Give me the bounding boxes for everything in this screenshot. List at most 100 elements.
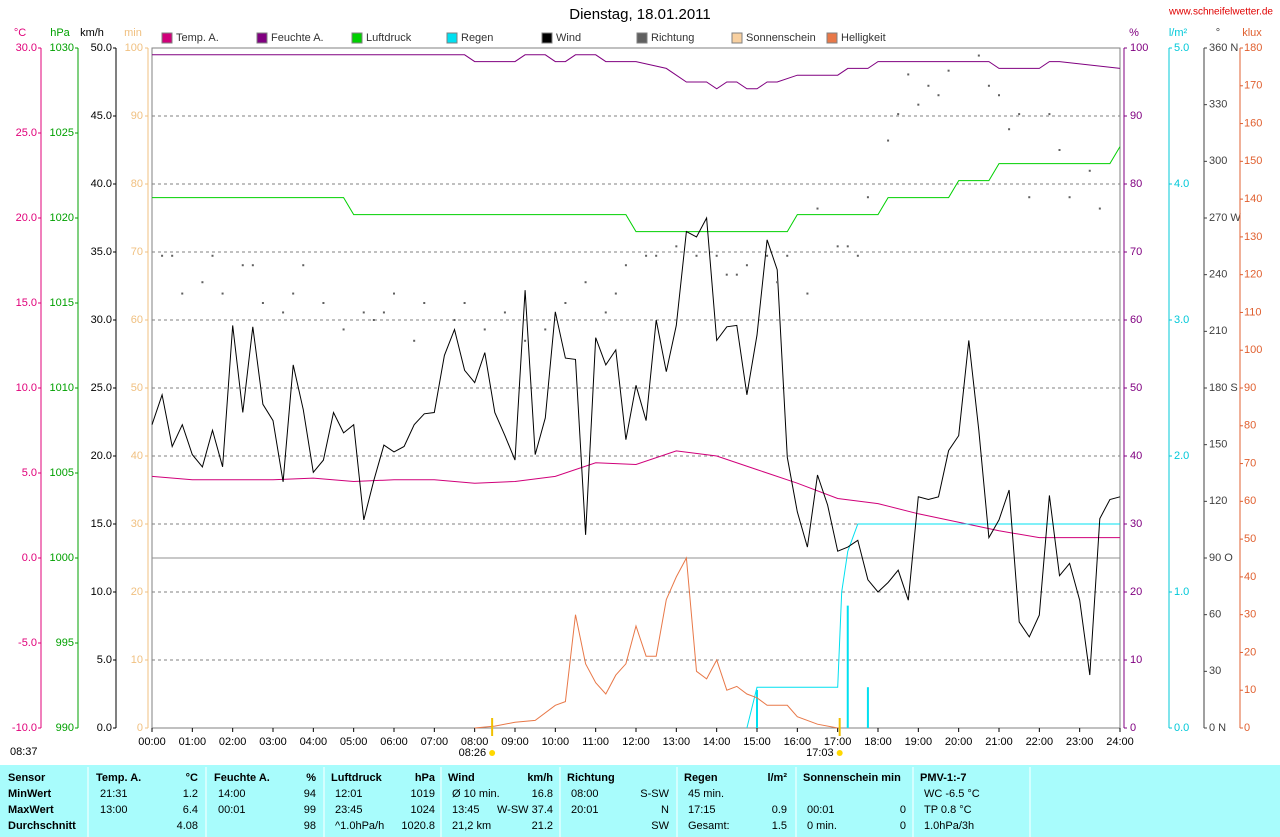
tick-label: 30 [1130,518,1142,530]
cell-value: 0 [900,820,906,832]
tick-label: 0 [137,722,143,734]
x-tick-label: 01:00 [179,736,207,748]
tick-label: 70 [131,246,143,258]
cell-text: 14:00 [218,788,246,800]
column-title: PMV-1:-7 [920,772,966,784]
sun-dot [836,750,843,756]
cell-value: 99 [304,804,316,816]
cell-text: WC -6.5 °C [924,788,980,800]
table-background [0,765,1280,837]
legend-swatch [351,32,363,44]
tick-label: 60 [1244,495,1256,507]
x-tick-label: 11:00 [582,736,609,748]
cell-value: 4.08 [177,820,198,832]
column-title: Temp. A. [96,772,141,784]
direction-dot [856,254,859,257]
x-tick-label: 22:00 [1026,736,1054,748]
column-title: Regen [684,772,718,784]
axis-unit: klux [1242,27,1262,39]
tick-label: 110 [1244,306,1262,318]
x-tick-label: 08:00 [461,736,489,748]
cell-value: 1.5 [772,820,787,832]
direction-dot [907,73,910,76]
column-title: Richtung [567,772,615,784]
direction-dot [161,254,164,257]
direction-dot [453,319,456,321]
tick-label: 10.0 [16,382,37,394]
site-link: www.schneifelwetter.de [1168,7,1273,18]
legend-label: Temp. A. [176,32,219,44]
column-title: Sensor [8,772,46,784]
x-tick-label: 09:00 [501,736,529,748]
tick-label: 50.0 [91,42,112,54]
series-line [152,146,1121,233]
tick-label: 180 [1244,42,1262,54]
x-tick-label: 14:00 [703,736,731,748]
tick-label: 5.0 [97,654,112,666]
cell-text: Gesamt: [688,820,730,832]
tick-label: 0.0 [22,552,37,564]
cell-text: 20:01 [571,804,599,816]
tick-label: 990 [56,722,74,734]
tick-label: 995 [56,637,74,649]
cell-value: N [661,804,669,816]
tick-label: 90 [131,110,143,122]
tick-label: 30.0 [16,42,37,54]
tick-label: 50 [1130,382,1142,394]
cell-value: SW [651,820,669,832]
tick-label: 1030 [50,42,74,54]
tick-label: 150 [1244,155,1262,167]
direction-dot [987,84,990,87]
cell-value: 6.4 [183,804,198,816]
tick-label: 140 [1244,193,1262,205]
direction-dot [372,319,375,321]
cell-value: 21.2 [532,820,553,832]
column-unit: °C [186,772,198,784]
direction-dot [806,292,809,295]
cell-value: 1019 [411,788,435,800]
tick-label: 10.0 [91,586,112,598]
row-label: MaxWert [8,804,54,816]
tick-label: 50 [131,382,143,394]
x-tick-label: 07:00 [421,736,449,748]
direction-dot [1088,169,1091,172]
direction-dot [1098,207,1101,210]
cell-text: Ø 10 min. [452,788,500,800]
direction-dot [544,328,547,331]
direction-dot [503,311,506,314]
tick-label: 100 [1244,344,1262,356]
tick-label: 40.0 [91,178,112,190]
legend-label: Feuchte A. [271,32,324,44]
direction-dot [413,339,416,342]
x-tick-label: 10:00 [542,736,570,748]
series-line [474,556,838,729]
x-tick-label: 15:00 [743,736,771,748]
series-line [152,54,1121,90]
tick-label: 0 N [1209,722,1226,734]
tick-label: 5.0 [1174,42,1189,54]
cell-text: 00:01 [218,804,246,816]
x-tick-label: 24:00 [1106,736,1134,748]
cell-text: 17:15 [688,804,716,816]
tick-label: 10 [1130,654,1142,666]
tick-label: 15.0 [91,518,112,530]
cell-value: 0.9 [772,804,787,816]
direction-dot [282,311,285,314]
x-tick-label: 05:00 [340,736,368,748]
cell-value: 0 [900,804,906,816]
tick-label: 5.0 [22,467,37,479]
tick-label: 360 N [1209,42,1238,54]
x-tick-label: 23:00 [1066,736,1094,748]
tick-label: 1010 [50,382,74,394]
tick-label: 30.0 [91,314,112,326]
axis-unit: hPa [50,27,70,39]
direction-dot [302,264,305,267]
tick-label: 80 [1130,178,1142,190]
legend-label: Wind [556,32,581,44]
direction-dot [483,328,486,331]
sun-label: 08:26 [459,747,487,759]
direction-dot [715,254,718,257]
tick-label: 10 [1244,684,1256,696]
x-tick-label: 17:00 [824,736,852,748]
